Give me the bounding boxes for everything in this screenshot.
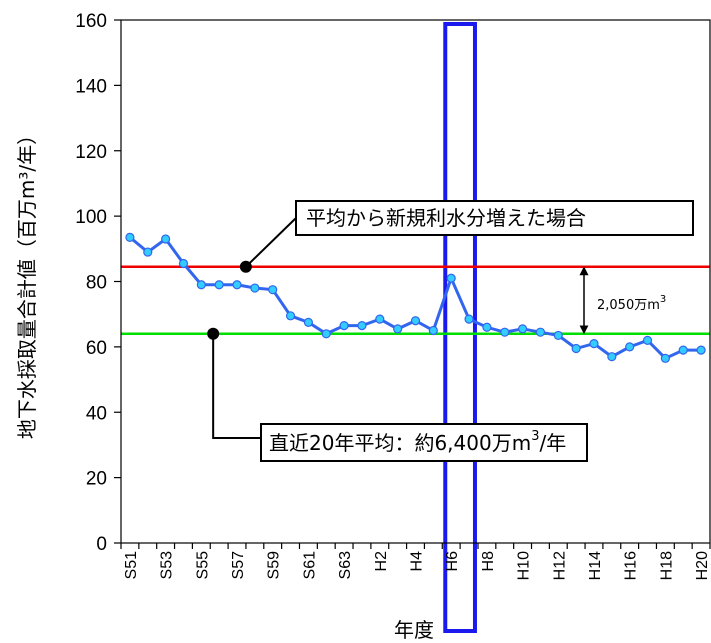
data-point bbox=[678, 345, 688, 355]
x-tick-label: H10 bbox=[516, 551, 533, 580]
x-tick-label: H6 bbox=[444, 551, 461, 572]
y-tick-label: 40 bbox=[86, 403, 107, 424]
data-point bbox=[482, 322, 492, 332]
data-point bbox=[125, 232, 135, 242]
data-point bbox=[268, 285, 278, 295]
data-point bbox=[517, 324, 528, 334]
x-tick-label: H18 bbox=[658, 551, 675, 580]
lower-callout: 直近20年平均：約6,400万m3/年 bbox=[207, 327, 588, 462]
data-point bbox=[553, 330, 563, 341]
data-point bbox=[285, 311, 296, 321]
highlight-group bbox=[443, 22, 477, 633]
data-point bbox=[196, 280, 206, 290]
difference-label: 2,050万m3 bbox=[597, 294, 666, 313]
lower-callout-leader bbox=[212, 333, 261, 439]
data-point bbox=[393, 324, 403, 334]
upper-callout-label: 平均から新規利水分増えた場合 bbox=[306, 206, 586, 230]
x-tick-label: H12 bbox=[551, 551, 568, 580]
x-tick-label: S61 bbox=[301, 551, 318, 580]
data-point bbox=[607, 352, 617, 362]
x-tick-label: S59 bbox=[266, 551, 283, 580]
upper-callout-leader bbox=[245, 217, 297, 268]
data-point bbox=[589, 339, 599, 349]
x-tick-label: S57 bbox=[230, 551, 247, 580]
x-tick-label: S51 bbox=[123, 551, 140, 580]
data-point bbox=[303, 317, 314, 327]
data-point bbox=[428, 325, 438, 336]
lower-callout-label-prefix: 直近20年平均：約6,400万m bbox=[269, 431, 531, 455]
data-point bbox=[535, 327, 546, 337]
data-point bbox=[375, 314, 385, 324]
data-point bbox=[500, 327, 510, 337]
lower-callout-label-sup: 3 bbox=[531, 429, 539, 444]
x-tick-label: H20 bbox=[694, 551, 711, 580]
upper-callout: 平均から新規利水分増えた場合 bbox=[239, 200, 694, 273]
data-point bbox=[250, 283, 260, 293]
y-tick-label: 80 bbox=[86, 273, 107, 294]
lower-callout-box bbox=[260, 423, 588, 462]
data-point bbox=[464, 314, 474, 324]
data-point bbox=[232, 280, 242, 290]
y-tick-label: 60 bbox=[86, 338, 107, 359]
lower-callout-dot bbox=[207, 327, 220, 340]
x-tick-label: H2 bbox=[373, 551, 390, 572]
y-axis-title: 地下水採取量合計値（百万m³/年） bbox=[15, 125, 39, 439]
data-point bbox=[571, 343, 581, 354]
data-point bbox=[625, 342, 635, 352]
y-tick-label: 160 bbox=[75, 11, 107, 32]
upper-callout-box bbox=[295, 200, 694, 236]
y-tick-label: 0 bbox=[96, 534, 107, 555]
y-tick-label: 100 bbox=[75, 207, 107, 228]
data-point bbox=[143, 247, 153, 257]
x-tick-label: H4 bbox=[409, 551, 426, 572]
data-point bbox=[161, 234, 171, 244]
series-group bbox=[125, 232, 706, 363]
data-point bbox=[339, 321, 349, 331]
x-axis-title: 年度 bbox=[394, 618, 434, 642]
data-point bbox=[410, 316, 421, 326]
highlight-box bbox=[443, 22, 477, 633]
data-point bbox=[642, 335, 653, 345]
x-tick-label: S55 bbox=[194, 551, 211, 580]
data-point bbox=[357, 321, 367, 331]
difference-annotation: 2,050万m3 bbox=[579, 266, 666, 335]
data-point bbox=[446, 273, 456, 283]
difference-label-main: 2,050万m bbox=[597, 298, 660, 313]
x-tick-label: H8 bbox=[480, 551, 497, 572]
y-tick-label: 20 bbox=[86, 469, 107, 490]
data-point bbox=[321, 329, 331, 339]
x-tick-label: S63 bbox=[337, 551, 354, 580]
difference-label-sup: 3 bbox=[660, 294, 666, 305]
data-point bbox=[214, 280, 224, 290]
lower-callout-label-suffix: /年 bbox=[539, 431, 566, 455]
lower-callout-label: 直近20年平均：約6,400万m3/年 bbox=[269, 429, 566, 455]
plot-area-frame bbox=[120, 19, 711, 544]
data-point bbox=[660, 353, 670, 363]
y-tick-label: 140 bbox=[75, 76, 107, 97]
x-tick-label: S53 bbox=[159, 551, 176, 580]
x-tick-label: H16 bbox=[623, 551, 640, 580]
upper-callout-dot bbox=[239, 260, 252, 273]
y-axis-ticks: 0 20 40 60 80 100 120 140 160 bbox=[75, 11, 121, 555]
data-point bbox=[178, 258, 189, 269]
y-tick-label: 120 bbox=[75, 142, 107, 163]
x-tick-label: H14 bbox=[587, 551, 604, 580]
data-point bbox=[696, 345, 706, 355]
x-axis-ticks: S51 S53 S55 S57 S59 S61 S63 H2 H4 H6 H8 H10 H12 H14 H1… bbox=[120, 543, 711, 580]
